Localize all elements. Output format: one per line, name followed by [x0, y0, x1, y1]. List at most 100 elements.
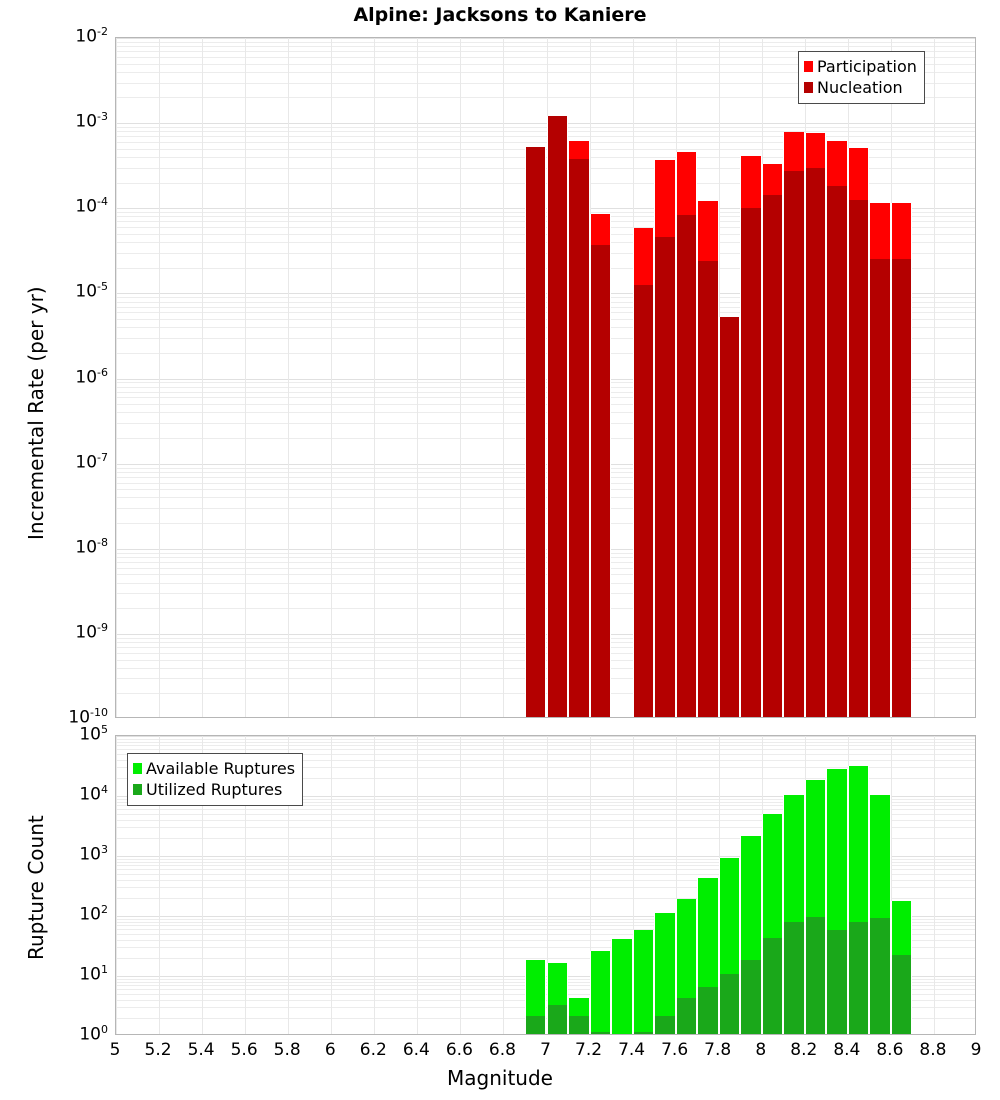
y-tick-label: 10-3: [75, 110, 108, 132]
gridline-horizontal: [116, 142, 975, 143]
x-tick-label: 6.6: [445, 1040, 473, 1060]
x-tick-label: 8: [755, 1040, 767, 1060]
bottom-legend: Available Ruptures Utilized Ruptures: [127, 753, 304, 806]
gridline-vertical: [934, 38, 935, 717]
bar-inner-segment: [827, 185, 847, 717]
bar-inner-segment: [525, 1015, 546, 1034]
gridline-horizontal: [116, 947, 975, 948]
bar: [740, 155, 762, 717]
bar: [826, 141, 848, 717]
gridline-horizontal: [116, 874, 975, 875]
bar: [761, 813, 784, 1034]
bar-inner-segment: [891, 954, 912, 1034]
bar: [890, 202, 913, 717]
bar: [740, 835, 762, 1034]
x-tick-label: 7.4: [618, 1040, 646, 1060]
y-tick-label: 101: [79, 963, 108, 985]
legend-swatch-icon: [804, 82, 813, 93]
y-tick-label: 10-7: [75, 450, 108, 473]
gridline-horizontal: [116, 778, 975, 779]
x-tick-label: 5.2: [144, 1040, 172, 1060]
gridline-horizontal: [116, 745, 975, 746]
bar: [632, 228, 655, 717]
gridline-vertical: [676, 736, 677, 1034]
top-legend: Participation Nucleation: [798, 51, 925, 104]
gridline-horizontal: [116, 898, 975, 899]
legend-item[interactable]: Utilized Ruptures: [133, 779, 295, 800]
x-tick-label: 5.4: [187, 1040, 215, 1060]
legend-swatch-icon: [804, 61, 813, 72]
gridline-horizontal: [116, 820, 975, 821]
gridline-horizontal: [116, 739, 975, 740]
gridline-horizontal: [116, 131, 975, 132]
x-tick-label: 5.8: [273, 1040, 301, 1060]
gridline-vertical: [331, 38, 332, 717]
bar: [589, 213, 612, 717]
legend-item[interactable]: Available Ruptures: [133, 758, 295, 779]
legend-label: Nucleation: [817, 78, 903, 97]
legend-label: Available Ruptures: [146, 759, 296, 778]
gridline-vertical: [159, 38, 160, 717]
bar-inner-segment: [827, 929, 847, 1034]
gridline-horizontal: [116, 809, 975, 810]
gridline-horizontal: [116, 940, 975, 941]
y-tick-label: 100: [79, 1023, 108, 1045]
bar: [546, 115, 569, 717]
bar: [589, 951, 612, 1034]
bar: [546, 963, 569, 1034]
x-tick-label: 8.8: [919, 1040, 947, 1060]
y-tick-label: 102: [79, 903, 108, 925]
x-tick-label: 6: [324, 1040, 336, 1060]
y-tick-label: 10-10: [68, 706, 108, 728]
y-tick-label: 10-9: [75, 620, 108, 643]
bar-inner-segment: [547, 115, 568, 717]
legend-item[interactable]: Nucleation: [804, 77, 917, 98]
bar: [718, 317, 741, 717]
x-tick-label: 6.8: [488, 1040, 516, 1060]
bar-inner-segment: [784, 170, 804, 717]
bar-inner-segment: [784, 921, 804, 1034]
incremental-rate-plot: [115, 37, 976, 718]
bar-inner-segment: [676, 997, 697, 1034]
gridline-vertical: [116, 38, 117, 717]
gridline-vertical: [159, 736, 160, 1034]
gridline-horizontal: [116, 38, 975, 39]
bar: [568, 997, 590, 1034]
gridline-horizontal: [116, 869, 975, 870]
x-tick-label: 8.2: [790, 1040, 818, 1060]
bar-inner-segment: [870, 918, 890, 1034]
bar: [783, 795, 805, 1034]
gridline-vertical: [891, 736, 892, 1034]
gridline-horizontal: [116, 136, 975, 137]
bar-inner-segment: [590, 1031, 611, 1034]
bar-inner-segment: [655, 236, 675, 717]
gridline-horizontal: [116, 742, 975, 743]
gridline-horizontal: [116, 922, 975, 923]
gridline-vertical: [590, 736, 591, 1034]
gridline-horizontal: [116, 83, 975, 84]
x-tick-label: 5.6: [230, 1040, 258, 1060]
x-tick-label: 7.2: [575, 1040, 603, 1060]
gridline-vertical: [503, 736, 504, 1034]
gridline-horizontal: [116, 749, 975, 750]
gridline-horizontal: [116, 838, 975, 839]
y-tick-label: 105: [79, 723, 108, 745]
gridline-vertical: [460, 38, 461, 717]
bar-inner-segment: [633, 1031, 654, 1034]
bar: [632, 930, 655, 1034]
bar: [804, 132, 827, 717]
bottom-bars: [116, 736, 975, 1034]
legend-item[interactable]: Participation: [804, 56, 917, 77]
bar-inner-segment: [655, 1015, 675, 1034]
gridline-horizontal: [116, 929, 975, 930]
gridline-horizontal: [116, 754, 975, 755]
bar: [890, 900, 913, 1034]
bar-inner-segment: [848, 199, 869, 717]
gridline-horizontal: [116, 856, 975, 857]
x-tick-label: 8.6: [876, 1040, 904, 1060]
bar-inner-segment: [590, 245, 611, 717]
bar: [847, 766, 870, 1034]
gridline-vertical: [245, 38, 246, 717]
gridline-horizontal: [116, 919, 975, 920]
